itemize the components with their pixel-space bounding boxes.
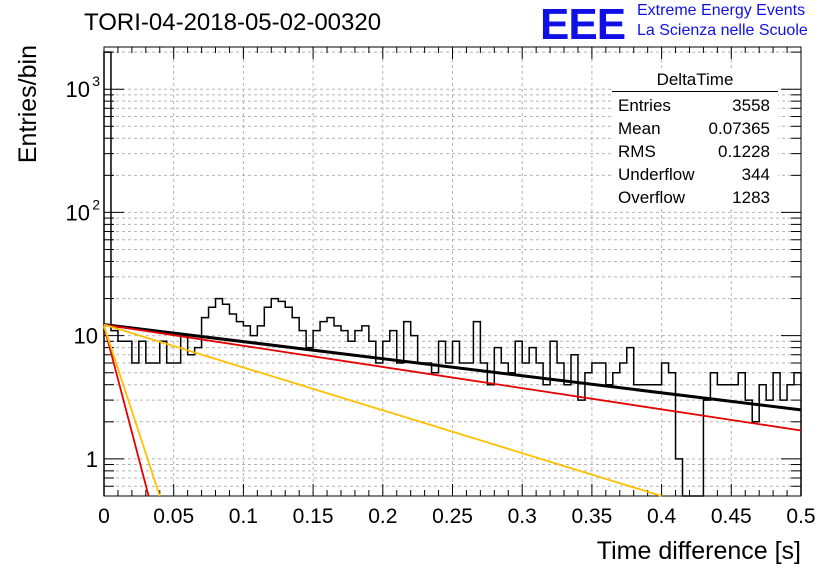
y-tick-label: 10 [66,77,90,102]
y-axis-label: Entries/bin [14,45,42,163]
x-tick-label: 0.3 [508,505,537,528]
fit-line-1 [103,323,802,432]
y-tick-label: 1 [86,447,98,472]
x-tick-label: 0 [98,505,110,528]
x-tick-label: 0.4 [647,505,677,528]
x-tick-label: 0.25 [432,505,473,528]
logo-caption-line1: Extreme Energy Events [637,2,806,19]
stats-label: Mean [618,119,661,138]
fit-line-2 [103,325,150,497]
stats-box: DeltaTime Entries 3558 Mean 0.07365 RMS 0.1… [612,70,778,209]
histogram-bars [103,51,802,497]
stats-value: 0.07365 [708,119,770,138]
stats-value: 3558 [732,96,770,115]
stats-row-underflow: Underflow 344 [612,163,778,186]
y-tick-exponent: 2 [92,196,100,212]
stats-value: 1283 [732,188,770,207]
y-tick-label: 10 [74,324,98,349]
stats-row-rms: RMS 0.1228 [612,140,778,163]
y-tick-exponent: 3 [92,73,100,89]
eee-logo: EEE [540,0,626,49]
x-tick-label: 0.2 [368,505,397,528]
x-tick-label: 0.35 [571,505,612,528]
x-tick-label: 0.45 [711,505,752,528]
stats-label: RMS [618,142,656,161]
stats-row-entries: Entries 3558 [612,94,778,117]
stats-label: Entries [618,96,671,115]
fit-line-4 [103,325,161,497]
logo-caption-line2: La Scienza nelle Scuole [637,22,808,39]
x-tick-label: 0.15 [293,505,334,528]
stats-row-overflow: Overflow 1283 [612,186,778,209]
y-tick-label: 10 [66,200,90,225]
chart-title: TORI-04-2018-05-02-00320 [84,9,382,36]
stats-label: Underflow [618,165,695,184]
fit-line-0 [103,323,802,412]
x-tick-label: 0.05 [153,505,194,528]
stats-label: Overflow [618,188,686,207]
stats-value: 344 [741,165,770,184]
x-tick-label: 0.5 [786,505,815,528]
fit-line-3 [103,323,662,497]
x-tick-label: 0.1 [229,505,258,528]
stats-value: 0.1228 [718,142,770,161]
stats-row-mean: Mean 0.07365 [612,117,778,140]
x-axis-label: Time difference [s] [597,537,801,565]
stats-title: DeltaTime [612,70,778,92]
